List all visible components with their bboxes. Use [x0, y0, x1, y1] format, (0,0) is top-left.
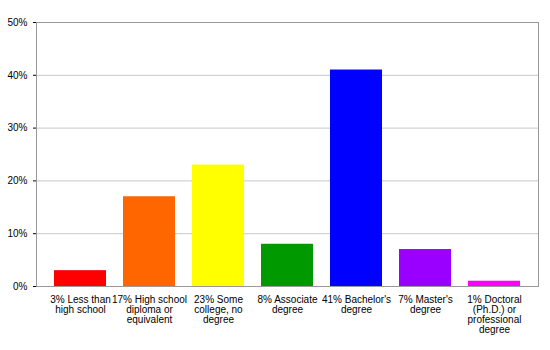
- svg-text:40%: 40%: [7, 70, 27, 81]
- svg-text:30%: 30%: [7, 122, 27, 133]
- svg-text:8% Associatedegree: 8% Associatedegree: [257, 294, 317, 315]
- svg-text:20%: 20%: [7, 175, 27, 186]
- svg-text:1% Doctoral(Ph.D.) orprofessio: 1% Doctoral(Ph.D.) orprofessionaldegree: [467, 294, 521, 335]
- svg-text:7% Master'sdegree: 7% Master'sdegree: [398, 294, 453, 315]
- svg-text:23% Somecollege, nodegree: 23% Somecollege, nodegree: [194, 294, 243, 325]
- svg-text:0%: 0%: [13, 281, 28, 292]
- svg-text:17% High schooldiploma orequiv: 17% High schooldiploma orequivalent: [112, 294, 187, 325]
- svg-text:10%: 10%: [7, 228, 27, 239]
- svg-text:3% Less thanhigh school: 3% Less thanhigh school: [50, 294, 111, 315]
- svg-text:50%: 50%: [7, 17, 27, 28]
- svg-text:41% Bachelor'sdegree: 41% Bachelor'sdegree: [322, 294, 391, 315]
